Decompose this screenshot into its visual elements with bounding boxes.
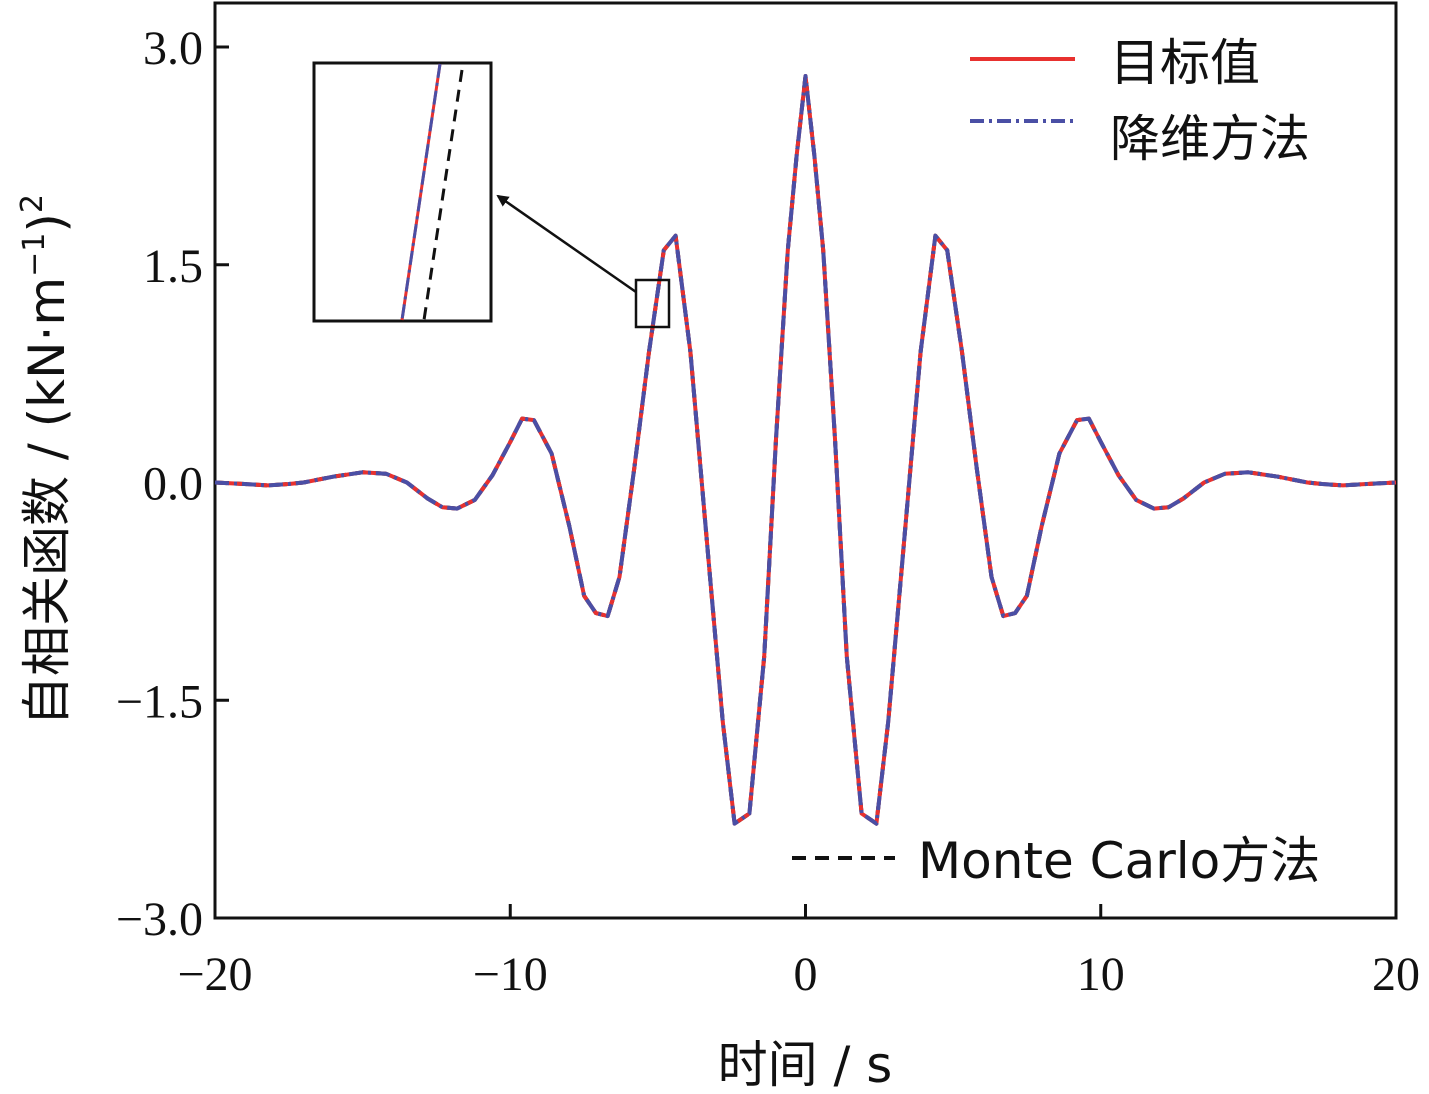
- legend-lower: Monte Carlo方法: [792, 832, 1320, 890]
- x-axis-title: 时间 / s: [718, 1036, 893, 1094]
- y-tick-label: 1.5: [143, 240, 203, 293]
- legend-label-montecarlo: Monte Carlo方法: [918, 832, 1320, 890]
- y-axis-title-sup1: −1: [17, 233, 52, 277]
- ticks-layer: −20 −10 0 10 20 3.0 1.5 0.0 −1.5 −3.0: [116, 22, 1420, 1001]
- inset-reduced-line: [400, 63, 442, 321]
- x-tick-label: −20: [177, 948, 252, 1001]
- legend-upper: 目标值 降维方法: [970, 34, 1310, 168]
- y-tick-label: −3.0: [116, 893, 203, 946]
- zoom-marker-box: [634, 278, 671, 329]
- legend-label-reduced: 降维方法: [1110, 110, 1310, 168]
- legend-label-target: 目标值: [1110, 34, 1260, 92]
- y-tick-label: 3.0: [143, 22, 203, 75]
- y-tick-label: −1.5: [116, 675, 203, 728]
- y-axis-title-main: 自相关函数 / (kN·m: [18, 277, 76, 726]
- x-tick-label: 0: [794, 948, 818, 1001]
- inset-montecarlo-line: [422, 69, 464, 321]
- series-line-1: [214, 74, 1397, 826]
- zoom-arrow: [496, 194, 637, 294]
- y-tick-label: 0.0: [143, 458, 203, 511]
- svg-text:自相关函数 / (kN·m−1)2: 自相关函数 / (kN·m−1)2: [15, 194, 76, 726]
- series-layer: [214, 74, 1397, 826]
- inset-frame: [312, 61, 493, 323]
- y-axis-title-close: ): [18, 213, 76, 233]
- inset-lines: [400, 63, 464, 321]
- y-axis-title: 自相关函数 / (kN·m−1)2: [15, 194, 76, 726]
- x-tick-label: 20: [1372, 948, 1420, 1001]
- x-tick-label: 10: [1077, 948, 1125, 1001]
- y-axis-title-sup2: 2: [15, 194, 50, 213]
- x-tick-label: −10: [473, 948, 548, 1001]
